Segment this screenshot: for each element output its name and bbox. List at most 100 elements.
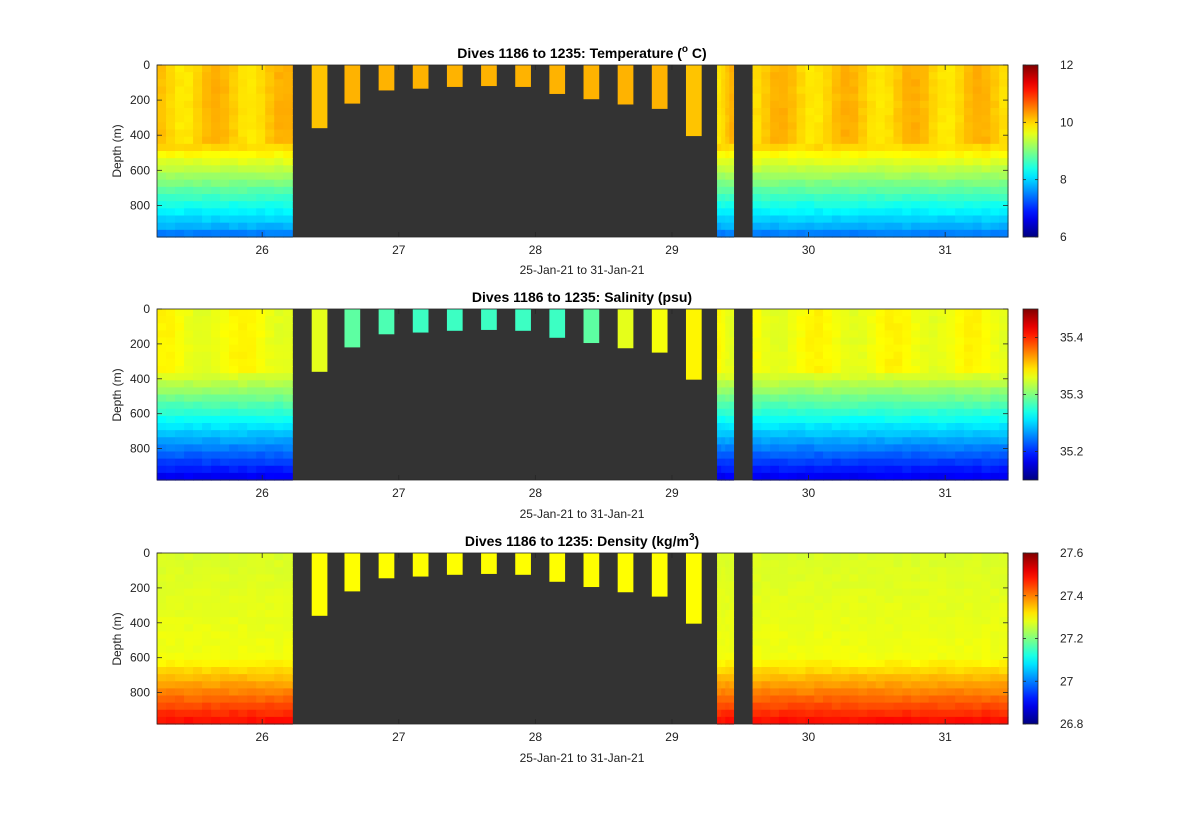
deep-right-cell — [990, 158, 1000, 166]
deep-right-cell — [893, 186, 903, 195]
deep-right-cell — [955, 588, 965, 597]
deep-right-cell — [805, 652, 815, 661]
deep-right-cell — [805, 588, 815, 597]
y-tick-label: 800 — [130, 442, 150, 456]
deep-right-cell — [778, 351, 789, 360]
plot-frame — [156, 64, 1009, 238]
deep-right-cell — [884, 681, 895, 689]
deep-right-cell — [867, 659, 877, 668]
deep-right-cell — [911, 72, 921, 80]
deep-right-cell — [823, 408, 833, 417]
deep-right-cell — [761, 323, 771, 331]
deep-right-cell — [796, 108, 807, 116]
deep-right-cell — [840, 201, 851, 209]
deep-left-cell — [247, 617, 257, 625]
deep-right-cell — [902, 179, 912, 188]
single-deep-cell — [721, 553, 726, 561]
deep-right-cell — [814, 472, 824, 481]
deep-right-cell — [761, 444, 771, 453]
deep-right-cell — [963, 179, 974, 188]
deep-right-cell — [752, 309, 762, 317]
deep-right-cell — [752, 380, 762, 388]
deep-right-cell — [831, 229, 842, 238]
deep-right-cell — [981, 553, 991, 561]
deep-right-cell — [814, 72, 824, 80]
deep-left-cell — [193, 638, 203, 647]
deep-left-cell — [175, 387, 185, 396]
deep-right-cell — [796, 610, 807, 618]
deep-right-cell — [928, 229, 939, 238]
deep-right-cell — [928, 86, 939, 95]
deep-left-cell — [256, 588, 266, 597]
deep-right-cell — [937, 451, 947, 460]
deep-right-cell — [778, 143, 789, 152]
deep-left-cell — [238, 229, 248, 238]
deep-right-cell — [937, 158, 947, 166]
deep-right-cell — [823, 86, 833, 95]
deep-right-cell — [911, 659, 921, 668]
deep-right-cell — [796, 451, 807, 460]
deep-right-cell — [946, 79, 956, 88]
deep-left-cell — [256, 129, 266, 138]
deep-right-cell — [752, 408, 762, 417]
deep-left-cell — [283, 316, 293, 324]
deep-left-cell — [265, 574, 275, 583]
deep-right-cell — [849, 229, 859, 238]
deep-right-cell — [928, 610, 939, 618]
deep-right-cell — [840, 681, 851, 689]
deep-right-cell — [796, 194, 807, 202]
deep-right-cell — [858, 215, 868, 224]
deep-left-cell — [211, 444, 221, 453]
deep-left-cell — [229, 122, 239, 131]
deep-right-cell — [928, 716, 939, 725]
deep-right-cell — [955, 401, 965, 410]
deep-right-cell — [946, 72, 956, 80]
single-deep-cell — [725, 186, 730, 195]
deep-left-cell — [202, 617, 212, 625]
deep-right-cell — [770, 143, 780, 152]
deep-right-cell — [972, 215, 983, 224]
deep-right-cell — [981, 652, 991, 661]
deep-right-cell — [919, 695, 930, 704]
deep-left-cell — [193, 179, 203, 188]
deep-right-cell — [823, 631, 833, 640]
deep-right-cell — [946, 172, 956, 181]
deep-right-cell — [849, 108, 859, 116]
shallow-dive-bar — [412, 309, 429, 333]
deep-right-cell — [937, 344, 947, 353]
deep-left-cell — [193, 122, 203, 131]
deep-right-cell — [823, 108, 833, 116]
deep-right-cell — [981, 560, 991, 568]
deep-right-cell — [919, 581, 930, 590]
deep-left-cell — [220, 674, 230, 682]
deep-left-cell — [193, 394, 203, 403]
deep-right-cell — [814, 709, 824, 718]
deep-left-cell — [247, 465, 257, 474]
deep-right-cell — [805, 458, 815, 467]
deep-left-cell — [247, 316, 257, 324]
deep-left-cell — [247, 652, 257, 661]
deep-right-cell — [752, 65, 762, 73]
deep-right-cell — [840, 108, 851, 116]
deep-left-cell — [247, 344, 257, 353]
deep-left-cell — [238, 129, 248, 138]
deep-left-cell — [265, 373, 275, 381]
deep-left-cell — [265, 610, 275, 618]
deep-left-cell — [256, 387, 266, 396]
single-deep-cell — [717, 380, 722, 388]
deep-right-cell — [823, 151, 833, 159]
deep-right-cell — [849, 465, 859, 474]
deep-left-cell — [157, 588, 167, 597]
deep-right-cell — [946, 208, 956, 217]
deep-right-cell — [902, 394, 912, 403]
deep-right-cell — [814, 366, 824, 374]
deep-left-cell — [238, 122, 248, 131]
deep-right-cell — [770, 316, 780, 324]
deep-left-cell — [166, 444, 176, 453]
deep-right-cell — [946, 330, 956, 339]
deep-right-cell — [805, 645, 815, 654]
deep-left-cell — [247, 165, 257, 174]
deep-left-cell — [202, 194, 212, 202]
deep-right-cell — [867, 330, 877, 339]
deep-right-cell — [884, 631, 895, 640]
